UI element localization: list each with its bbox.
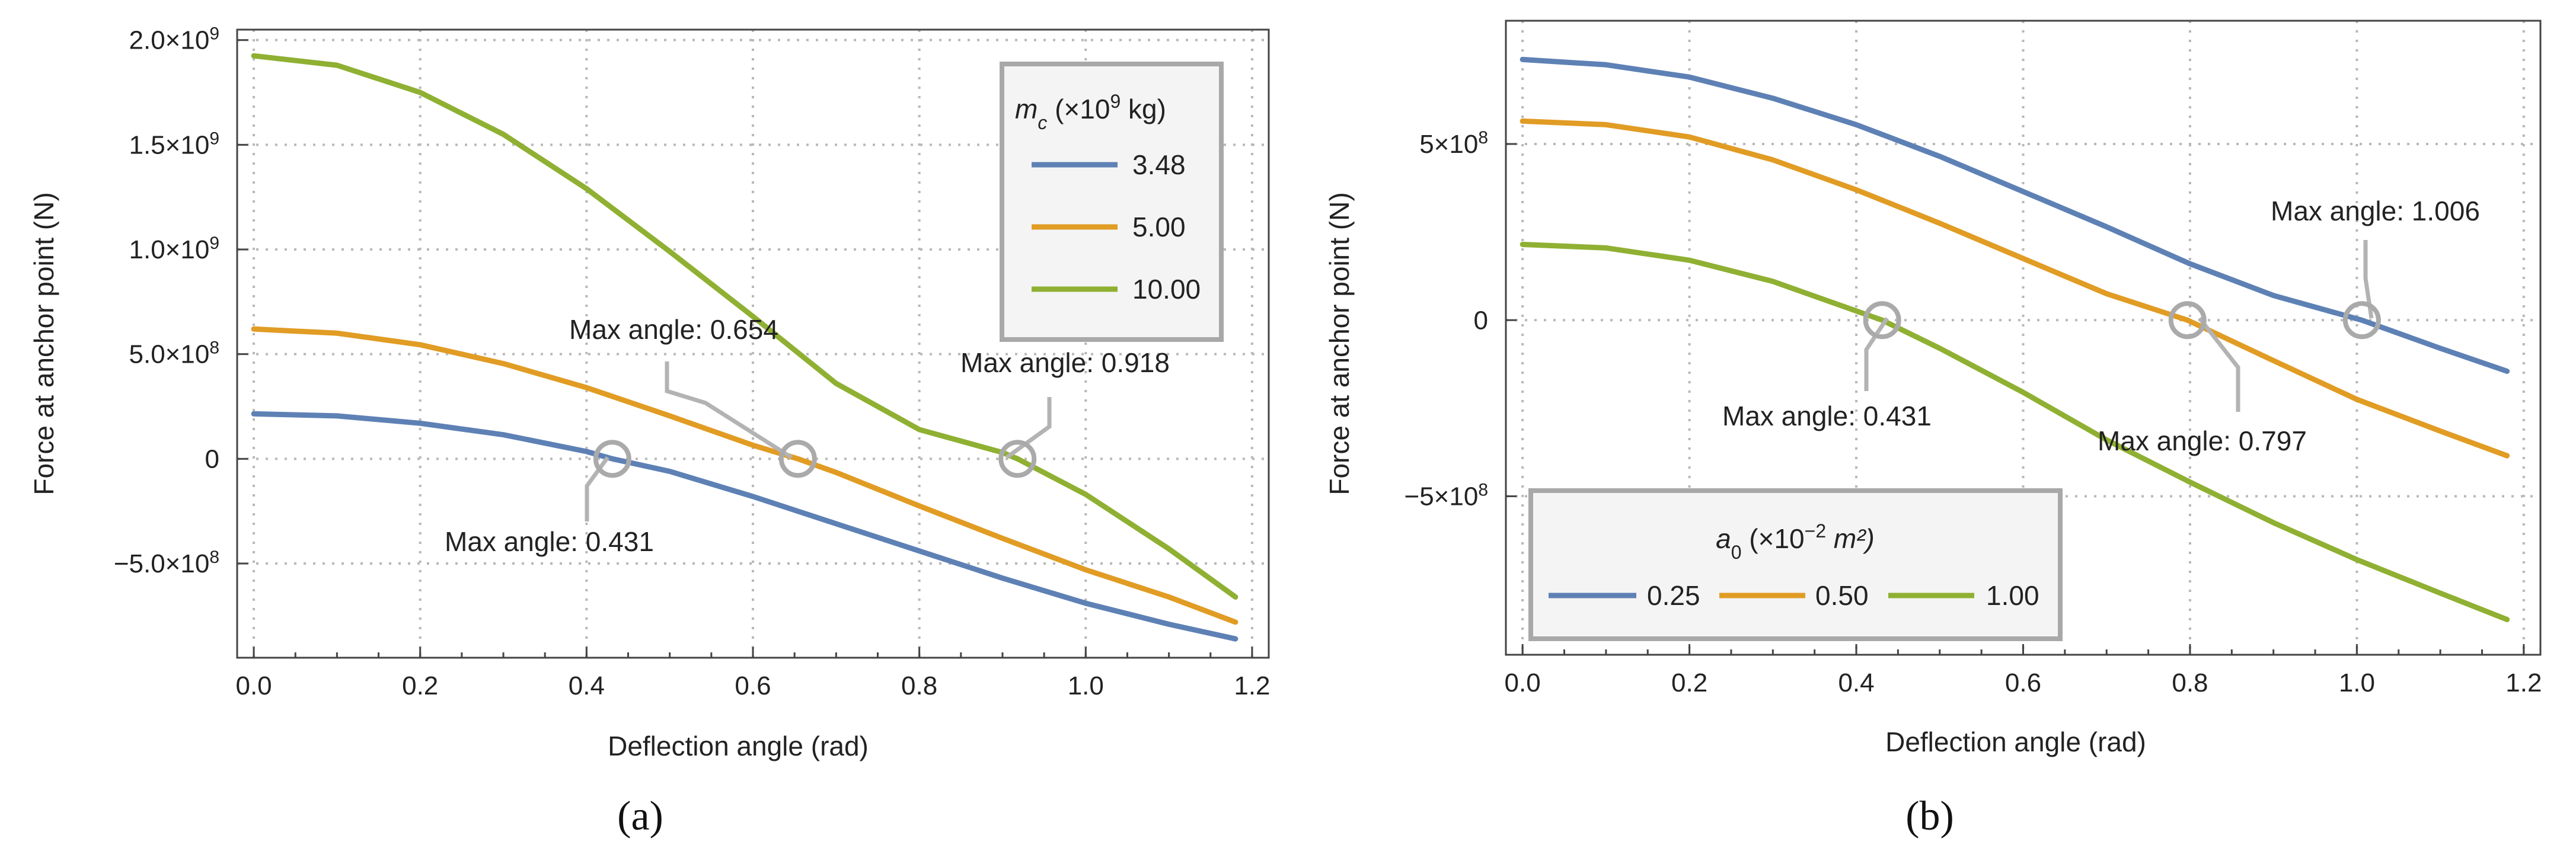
panel-b-legend-title: a0 (×10−2 m²) xyxy=(1716,520,1875,563)
panel-a-crossing-marker xyxy=(593,440,631,478)
panel-b-series xyxy=(1520,56,2510,623)
panel-b-legend-label-1.00: 1.00 xyxy=(1986,580,2039,611)
panel-a-annotation-0654: Max angle: 0.654 xyxy=(569,314,778,345)
panel-a-series-5.00 xyxy=(251,326,1238,625)
panel-b-leader-0431 xyxy=(1864,317,1889,391)
panel-b-legend-box xyxy=(1528,488,2063,641)
panel-b-annotation-0431: Max angle: 0.431 xyxy=(1722,401,1932,431)
panel-b-legend-label-0.50: 0.50 xyxy=(1815,580,1869,611)
panel-a-markers xyxy=(593,440,1037,478)
panel-b-xtick-label: 0.4 xyxy=(1838,668,1874,697)
panel-b-series-0.25 xyxy=(1520,56,2510,374)
panel-a-xtick-label: 0.4 xyxy=(569,671,605,700)
panel-a-xtick-label: 0.6 xyxy=(735,671,771,700)
panel-b-xtick-label: 0.0 xyxy=(1505,668,1541,697)
panel-b-legend-label-0.25: 0.25 xyxy=(1647,580,1700,611)
panel-a-annotation-0431: Max angle: 0.431 xyxy=(445,526,654,557)
panel-a-annotation-0918: Max angle: 0.918 xyxy=(960,347,1170,378)
panel-b-label: (b) xyxy=(1905,793,1954,839)
panel-a-leader-0654 xyxy=(665,361,793,459)
panel-b-crossing-marker xyxy=(2342,301,2381,340)
panel-a-xtick-label: 0.2 xyxy=(402,671,438,700)
panel-a-series-3.48 xyxy=(251,411,1238,642)
panel-b-ylabel: Force at anchor point (N) xyxy=(1324,192,1355,495)
panel-a-ytick-label: 0 xyxy=(205,444,219,473)
panel-a-ytick-label: 5.0×108 xyxy=(129,338,220,369)
panel-b-legend: a0 (×10−2 m²) 0.25 0.50 1.00 xyxy=(1528,488,2063,641)
panel-a-xtick-label: 1.0 xyxy=(1068,671,1104,700)
panel-a-xtick-label: 1.2 xyxy=(1234,671,1270,700)
panel-a-crossing-marker xyxy=(998,440,1037,478)
panel-a-legend-label-5.00: 5.00 xyxy=(1132,212,1186,242)
panel-a-legend-label-3.48: 3.48 xyxy=(1132,149,1186,180)
panel-b-xtick-label: 0.6 xyxy=(2005,668,2041,697)
panel-a-leader-0431 xyxy=(585,456,609,521)
panel-b-crossing-marker xyxy=(1863,301,1901,340)
panel-b-xtick-label: 0.8 xyxy=(2172,668,2208,697)
panel-a-legend-title: mc (×109 kg) xyxy=(1015,91,1166,133)
panel-b-series-1.00 xyxy=(1520,242,2510,623)
panel-b-xtick-label: 1.0 xyxy=(2339,668,2375,697)
panel-b-annotation-1006: Max angle: 1.006 xyxy=(2271,196,2480,226)
panel-a-legend: mc (×109 kg) 3.48 5.00 10.00 xyxy=(1000,62,1224,342)
panel-a-legend-label-10.00: 10.00 xyxy=(1132,274,1201,305)
panel-a-series-10.00 xyxy=(251,53,1238,600)
panel-b-leader-0797 xyxy=(2198,316,2240,412)
panel-b-xtick-label: 0.2 xyxy=(1671,668,1707,697)
panel-b-xlabel: Deflection angle (rad) xyxy=(1885,726,2146,757)
panel-b-crossing-marker xyxy=(2168,301,2207,340)
panel-a-ytick-label: 1.5×109 xyxy=(129,129,220,160)
panel-b-chart: 0.0 0.2 0.4 0.6 0.8 1.0 1.2 −5×108 0 5×108 Max an… xyxy=(1324,20,2542,839)
panel-a-chart: 0.0 0.2 0.4 0.6 0.8 1.0 1.2 −5.0×108 0 5.0×108 1.0… xyxy=(28,24,1271,839)
panel-a-legend-box xyxy=(1000,62,1224,342)
panel-a-series xyxy=(251,53,1238,642)
panel-a-ytick-label: 1.0×109 xyxy=(129,233,220,265)
panel-a-leader-0918 xyxy=(1005,397,1052,459)
panel-a-crossing-marker xyxy=(778,440,817,478)
panel-a-xlabel: Deflection angle (rad) xyxy=(608,731,869,761)
panel-a-ylabel: Force at anchor point (N) xyxy=(28,192,59,495)
panel-b-markers xyxy=(1863,301,2381,340)
panel-a-label: (a) xyxy=(617,793,663,839)
panel-b-ticks: 0.0 0.2 0.4 0.6 0.8 1.0 1.2 −5×108 0 5×108 xyxy=(1404,128,2542,697)
panel-b-ytick-label: 5×108 xyxy=(1419,128,1488,159)
panel-b-xtick-label: 1.2 xyxy=(2505,668,2542,697)
panel-a-xtick-label: 0.8 xyxy=(901,671,937,700)
panel-a-ytick-label: −5.0×108 xyxy=(114,548,219,579)
panel-b-annotation-0797: Max angle: 0.797 xyxy=(2098,425,2307,456)
panel-a-xtick-label: 0.0 xyxy=(235,671,272,700)
panel-b-ytick-label: 0 xyxy=(1474,306,1488,335)
panel-a-ytick-label: 2.0×109 xyxy=(129,24,220,55)
panel-a-ticks: 0.0 0.2 0.4 0.6 0.8 1.0 1.2 −5.0×108 0 5.0×108 1.0… xyxy=(114,24,1271,700)
panel-b-ytick-label: −5×108 xyxy=(1404,480,1489,511)
panel-b-series-0.50 xyxy=(1520,118,2510,459)
